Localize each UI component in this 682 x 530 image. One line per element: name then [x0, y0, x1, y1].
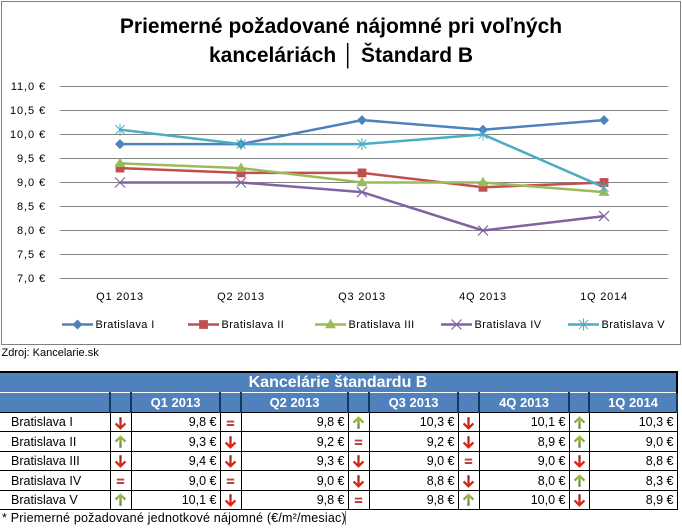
- svg-text:8,5 €: 8,5 €: [17, 201, 46, 213]
- svg-text:10,5 €: 10,5 €: [10, 105, 46, 117]
- svg-text:Bratislava IV: Bratislava IV: [475, 319, 542, 331]
- svg-text:11,0 €: 11,0 €: [11, 81, 46, 93]
- svg-text:Bratislava I: Bratislava I: [96, 319, 155, 331]
- svg-text:10,0 €: 10,0 €: [10, 129, 46, 141]
- svg-text:9,5 €: 9,5 €: [17, 153, 46, 165]
- svg-text:Q1 2013: Q1 2013: [96, 291, 144, 303]
- svg-text:Bratislava II: Bratislava II: [222, 319, 285, 331]
- svg-text:7,5 €: 7,5 €: [17, 249, 46, 261]
- svg-text:Q3 2013: Q3 2013: [338, 291, 386, 303]
- svg-text:Bratislava V: Bratislava V: [602, 319, 666, 331]
- svg-text:9,0 €: 9,0 €: [17, 177, 46, 189]
- svg-text:Q2 2013: Q2 2013: [217, 291, 265, 303]
- svg-text:1Q 2014: 1Q 2014: [580, 291, 628, 303]
- svg-text:8,0 €: 8,0 €: [17, 225, 46, 237]
- svg-text:4Q 2013: 4Q 2013: [459, 291, 507, 303]
- svg-text:7,0 €: 7,0 €: [17, 273, 46, 285]
- svg-text:Bratislava III: Bratislava III: [349, 319, 415, 331]
